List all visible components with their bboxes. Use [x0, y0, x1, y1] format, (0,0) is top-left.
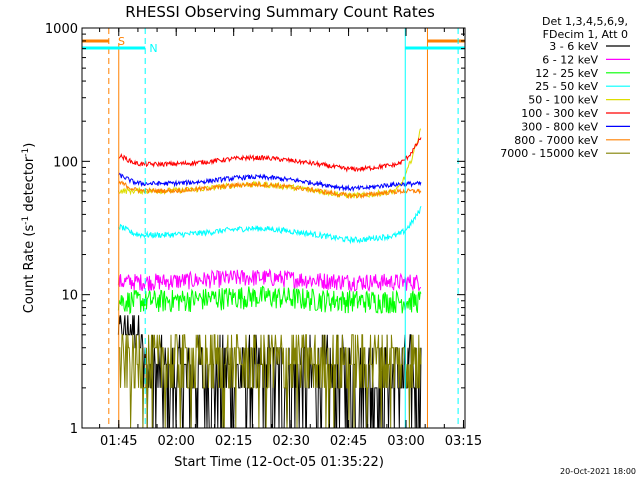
legend-entry-label: 25 - 50 keV — [535, 80, 598, 93]
y-axis-label: Count Rate (s-1 detector-1) — [21, 143, 37, 314]
series-line-1 — [117, 268, 421, 293]
y-tick-label: 10 — [61, 289, 78, 304]
legend: Det 1,3,4,5,6,9,FDecim 1, Att 03 - 6 keV… — [500, 15, 630, 160]
y-tick-label: 100 — [53, 155, 78, 170]
legend-entry-label: 6 - 12 keV — [542, 53, 598, 66]
legend-entry-label: 7000 - 15000 keV — [500, 147, 598, 160]
flag-s-label: S — [118, 35, 125, 48]
series-line-6 — [118, 172, 422, 193]
series-line-4 — [117, 128, 422, 199]
legend-entry-label: 3 - 6 keV — [549, 40, 598, 53]
x-tick-label: 03:15 — [445, 434, 482, 449]
legend-entry-label: 800 - 7000 keV — [514, 134, 598, 147]
y-tick-label: 1000 — [45, 22, 78, 37]
x-tick-label: 02:15 — [215, 434, 252, 449]
series-line-3 — [117, 206, 422, 245]
legend-entry-label: 50 - 100 keV — [528, 94, 598, 107]
legend-entry-label: 300 - 800 keV — [521, 120, 598, 133]
chart-title: RHESSI Observing Summary Count Rates — [125, 3, 435, 21]
x-tick-label: 03:00 — [387, 434, 424, 449]
series-line-8 — [118, 334, 422, 428]
plot-frame — [81, 27, 466, 429]
x-tick-label: 02:30 — [272, 434, 309, 449]
flag-n-label: N — [149, 42, 157, 55]
x-axis-label: Start Time (12-Oct-05 01:35:22) — [174, 455, 384, 470]
x-tick-label: 01:45 — [100, 434, 137, 449]
legend-header-line: Det 1,3,4,5,6,9, — [542, 15, 628, 28]
x-tick-label: 02:45 — [330, 434, 367, 449]
legend-entry-label: 100 - 300 keV — [521, 107, 598, 120]
series-line-5 — [118, 137, 422, 173]
footer-date: 20-Oct-2021 18:00 — [560, 467, 636, 476]
legend-header-line: FDecim 1, Att 0 — [543, 28, 628, 41]
series-line-2 — [117, 285, 422, 315]
legend-entry-label: 12 - 25 keV — [535, 67, 598, 80]
y-tick-label: 1 — [70, 422, 78, 437]
x-tick-label: 02:00 — [157, 434, 194, 449]
series-line-7 — [118, 180, 422, 200]
